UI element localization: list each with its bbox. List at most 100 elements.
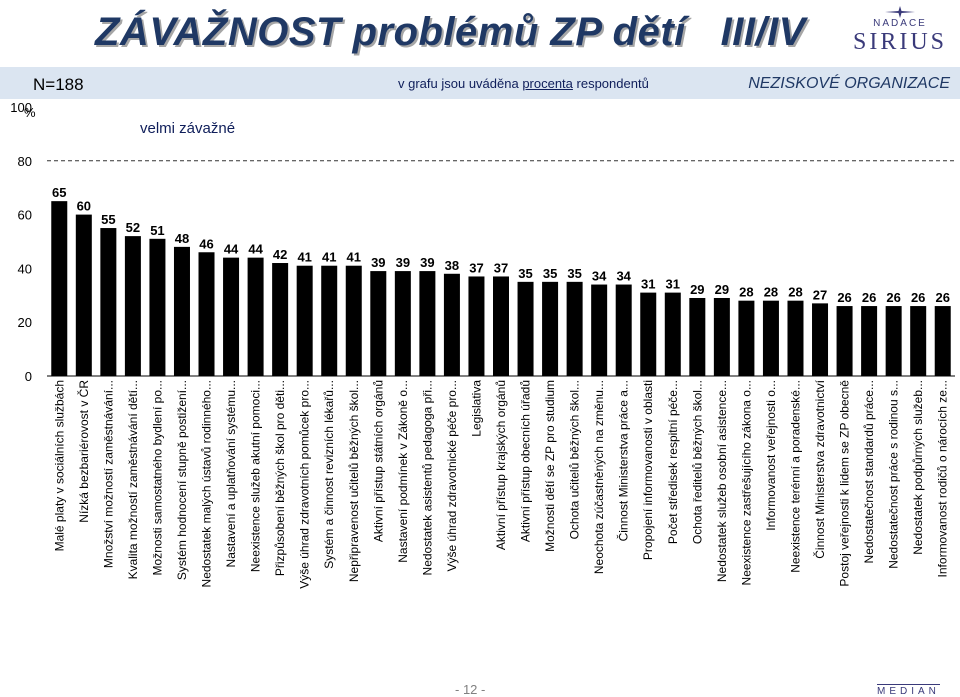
x-tick-label: Nedostatek asistentů pedagoga při... [420,380,434,575]
x-tick-label: Nízká bezbariérovost v ČR [76,380,91,523]
y-tick-label: 100 [10,100,32,115]
data-label: 39 [420,255,434,270]
data-label: 35 [518,266,532,281]
data-label: 44 [248,242,263,257]
bar [493,276,509,376]
x-tick-label: Nastavení podmínek v Zákoně o... [396,380,410,563]
x-tick-label: Aktivní přístup obecních úřadů [519,380,533,542]
bar [738,300,755,376]
x-tick-label: Neexistence terénní a poradenské... [788,380,802,573]
data-label: 35 [543,266,557,281]
bar [689,297,706,376]
data-label: 26 [935,290,949,305]
bar [321,265,338,376]
info-band: N=188 v grafu jsou uváděna procenta resp… [0,67,960,99]
y-unit-label: % [24,105,36,120]
data-label: 26 [911,290,925,305]
logo-line1: NADACE [873,18,927,29]
x-tick-label: Činnost Ministerstva práce a... [616,380,631,541]
x-tick-label: Aktivní přístup krajských orgánů [494,380,508,550]
bar [247,257,264,376]
y-tick-label: 80 [18,154,32,169]
bar [468,276,485,376]
data-label: 27 [813,287,827,302]
x-tick-label: Možnosti dětí se ZP pro studium [543,380,557,552]
data-label: 42 [273,247,287,262]
data-label: 26 [862,290,876,305]
bar [370,271,387,376]
bar [664,292,681,376]
x-tick-label: Propojení informovanosti v oblasti [641,380,655,560]
data-label: 37 [469,260,483,275]
chart-note: v grafu jsou uváděna procenta respondent… [398,76,649,91]
x-tick-label: Systém a činnost revizních lékařů... [322,380,336,569]
y-tick-label: 20 [18,315,32,330]
x-tick-label: Legislativa [469,380,483,437]
data-label: 65 [52,185,66,200]
bar [272,263,289,376]
data-label: 28 [788,285,802,300]
data-label: 34 [616,269,631,284]
page-title: ZÁVAŽNOST problémů ZP dětí III/IV [95,10,806,54]
bar [517,281,534,376]
data-label: 55 [101,212,115,227]
data-label: 38 [445,258,459,273]
data-label: 60 [77,199,91,214]
x-tick-label: Výše úhrad zdravotnické péče pro... [445,380,459,571]
data-label: 35 [567,266,581,281]
x-tick-label: Aktivní přístup státních orgánů [371,380,385,542]
x-tick-label: Nedostatek malých ústavů rodinného... [200,380,214,587]
bar [75,214,92,376]
x-tick-label: Nedostatečnost práce s rodinou s... [887,380,901,569]
data-label: 37 [494,260,508,275]
x-tick-label: Činnost Ministerstva zdravotnictví [812,379,827,558]
y-tick-label: 40 [18,261,32,276]
x-tick-label: Ochota učitelů běžných škol... [568,380,582,539]
x-tick-label: Neexistence zastřešujícího zákona o... [739,380,753,585]
bar [419,271,436,376]
note-suffix: respondentů [572,76,649,91]
x-tick-label: Nastavení a uplatňování systému... [224,380,238,567]
x-tick-label: Neexistence služeb akutní pomoci... [249,380,263,572]
x-tick-label: Přizpůsobení běžných škol pro děti... [273,380,287,576]
data-label: 52 [126,220,140,235]
data-label: 41 [297,250,311,265]
x-tick-label: Postoj veřejnosti k lidem se ZP obecně [838,380,852,587]
data-label: 44 [224,242,239,257]
y-tick-label: 0 [25,369,32,384]
bar [836,306,853,376]
data-label: 26 [837,290,851,305]
note-prefix: v grafu jsou uváděna [398,76,523,91]
data-label: 29 [715,282,729,297]
bar [394,271,411,376]
bar [443,273,460,376]
bar [812,303,829,376]
org-label: NEZISKOVÉ ORGANIZACE [748,75,950,92]
x-tick-label: Výše úhrad zdravotních pomůcek pro... [298,380,312,589]
data-label: 26 [886,290,900,305]
bar [296,265,313,376]
sample-size: N=188 [33,75,84,94]
bar [934,306,951,376]
data-label: 34 [592,269,607,284]
data-label: 28 [764,285,778,300]
x-tick-label: Počet středisek respitní péče... [666,380,680,544]
chart-subtitle: velmi závažné [140,120,235,137]
x-tick-label: Nedostatečnost standardů práce... [862,380,876,563]
bar [787,300,804,376]
x-tick-label: Malé platy v sociálních službách [52,380,66,551]
bar [149,238,166,376]
data-label: 28 [739,285,753,300]
x-tick-label: Nedostatek podpůrných služeb... [911,380,925,555]
data-label: 39 [371,255,385,270]
y-tick-label: 60 [18,208,32,223]
median-logo: MEDIAN [877,684,940,697]
bar [615,284,632,376]
bar [861,306,878,376]
star-icon [885,6,915,18]
data-label: 29 [690,282,704,297]
x-tick-label: Množství možností zaměstnávání... [101,380,115,568]
data-label: 51 [150,223,164,238]
x-tick-label: Nepřipravenost učitelů běžných škol... [347,380,361,582]
